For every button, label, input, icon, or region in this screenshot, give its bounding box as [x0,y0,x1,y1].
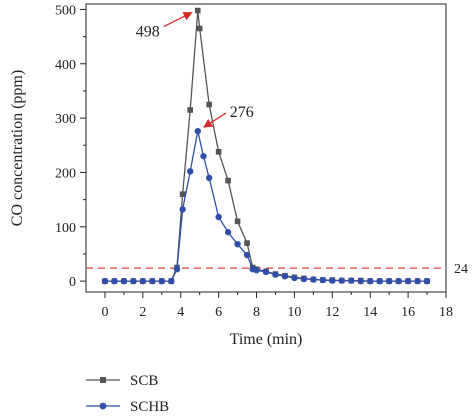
y-axis-title: CO concentration (ppm) [9,70,26,226]
data-point [225,177,231,184]
data-point [120,277,128,285]
legend-marker [99,402,107,410]
x-tick-label: 12 [325,305,339,320]
data-point [291,274,298,282]
data-point [244,240,250,246]
data-point [215,213,222,221]
x-tick-label: 10 [287,305,301,320]
y-axis: 0 100 200 300 400 500 CO concentration (ppm) [9,3,86,290]
data-point [300,275,308,283]
data-point [130,277,137,285]
data-point [179,206,186,213]
data-point [194,127,201,135]
data-point [414,277,421,285]
data-point [253,267,260,274]
data-point [173,265,181,273]
data-point [272,271,279,278]
data-point [200,152,207,160]
legend-label: SCB [130,373,158,389]
data-point [423,277,431,285]
y-tick-label: 100 [55,221,76,236]
x-tick-label: 18 [439,305,453,320]
y-tick-label: 500 [55,3,76,18]
data-point [139,277,147,285]
data-point [215,149,222,155]
series-line [104,131,428,282]
data-point [194,7,201,14]
data-point [149,277,156,285]
data-point [111,277,118,285]
data-point [205,174,213,182]
annotation-arrow [163,11,193,28]
data-point [187,107,194,113]
data-point [348,277,355,284]
y-tick-label: 400 [55,58,76,73]
x-tick-label: 16 [401,305,415,320]
data-point [179,191,186,197]
legend: SCB SCHB [86,373,169,415]
reference-line: 24 [86,262,468,277]
data-point [395,277,402,285]
legend-item-scb: SCB [86,373,158,389]
series-scb [102,7,430,284]
data-point [319,276,327,284]
series-schb [101,127,431,285]
data-point [310,276,317,283]
data-point [367,277,374,285]
x-tick-label: 2 [139,305,146,320]
y-tick-label: 200 [55,166,76,181]
annotation-arrow [203,112,227,128]
data-point [243,251,251,259]
x-axis-title: Time (min) [230,331,303,348]
data-point [338,277,345,284]
annotation-label: 276 [230,104,254,121]
data-point [262,268,270,276]
data-point [206,101,212,108]
series-line [104,10,428,282]
data-point [158,277,165,285]
data-point [196,25,203,32]
data-point [404,277,412,285]
annotation-label: 498 [136,24,160,41]
x-tick-label: 0 [101,305,108,320]
reference-line-label: 24 [454,262,468,277]
data-point [224,229,232,236]
plot-border [85,3,447,293]
data-point [234,218,241,225]
x-tick-label: 6 [215,305,222,320]
data-point [357,277,364,285]
x-axis: 0 2 4 6 8 10 12 14 16 18 Time (min) [101,292,453,348]
plot-frame [85,3,447,293]
x-tick-label: 14 [363,305,377,320]
data-point [281,273,289,280]
annotations: 498 276 [136,11,254,128]
x-tick-label: 8 [253,305,260,320]
data-point [234,240,241,248]
data-point [187,168,194,175]
data-point [385,277,393,285]
legend-item-schb: SCHB [86,399,169,415]
data-point [329,277,336,284]
data-point [101,277,109,285]
series-group [101,7,431,285]
legend-label: SCHB [130,399,169,415]
x-tick-label: 4 [177,305,184,320]
y-tick-label: 0 [69,275,76,290]
data-point [168,277,175,285]
y-tick-label: 300 [55,112,76,127]
data-point [376,277,383,285]
legend-marker [100,377,106,383]
